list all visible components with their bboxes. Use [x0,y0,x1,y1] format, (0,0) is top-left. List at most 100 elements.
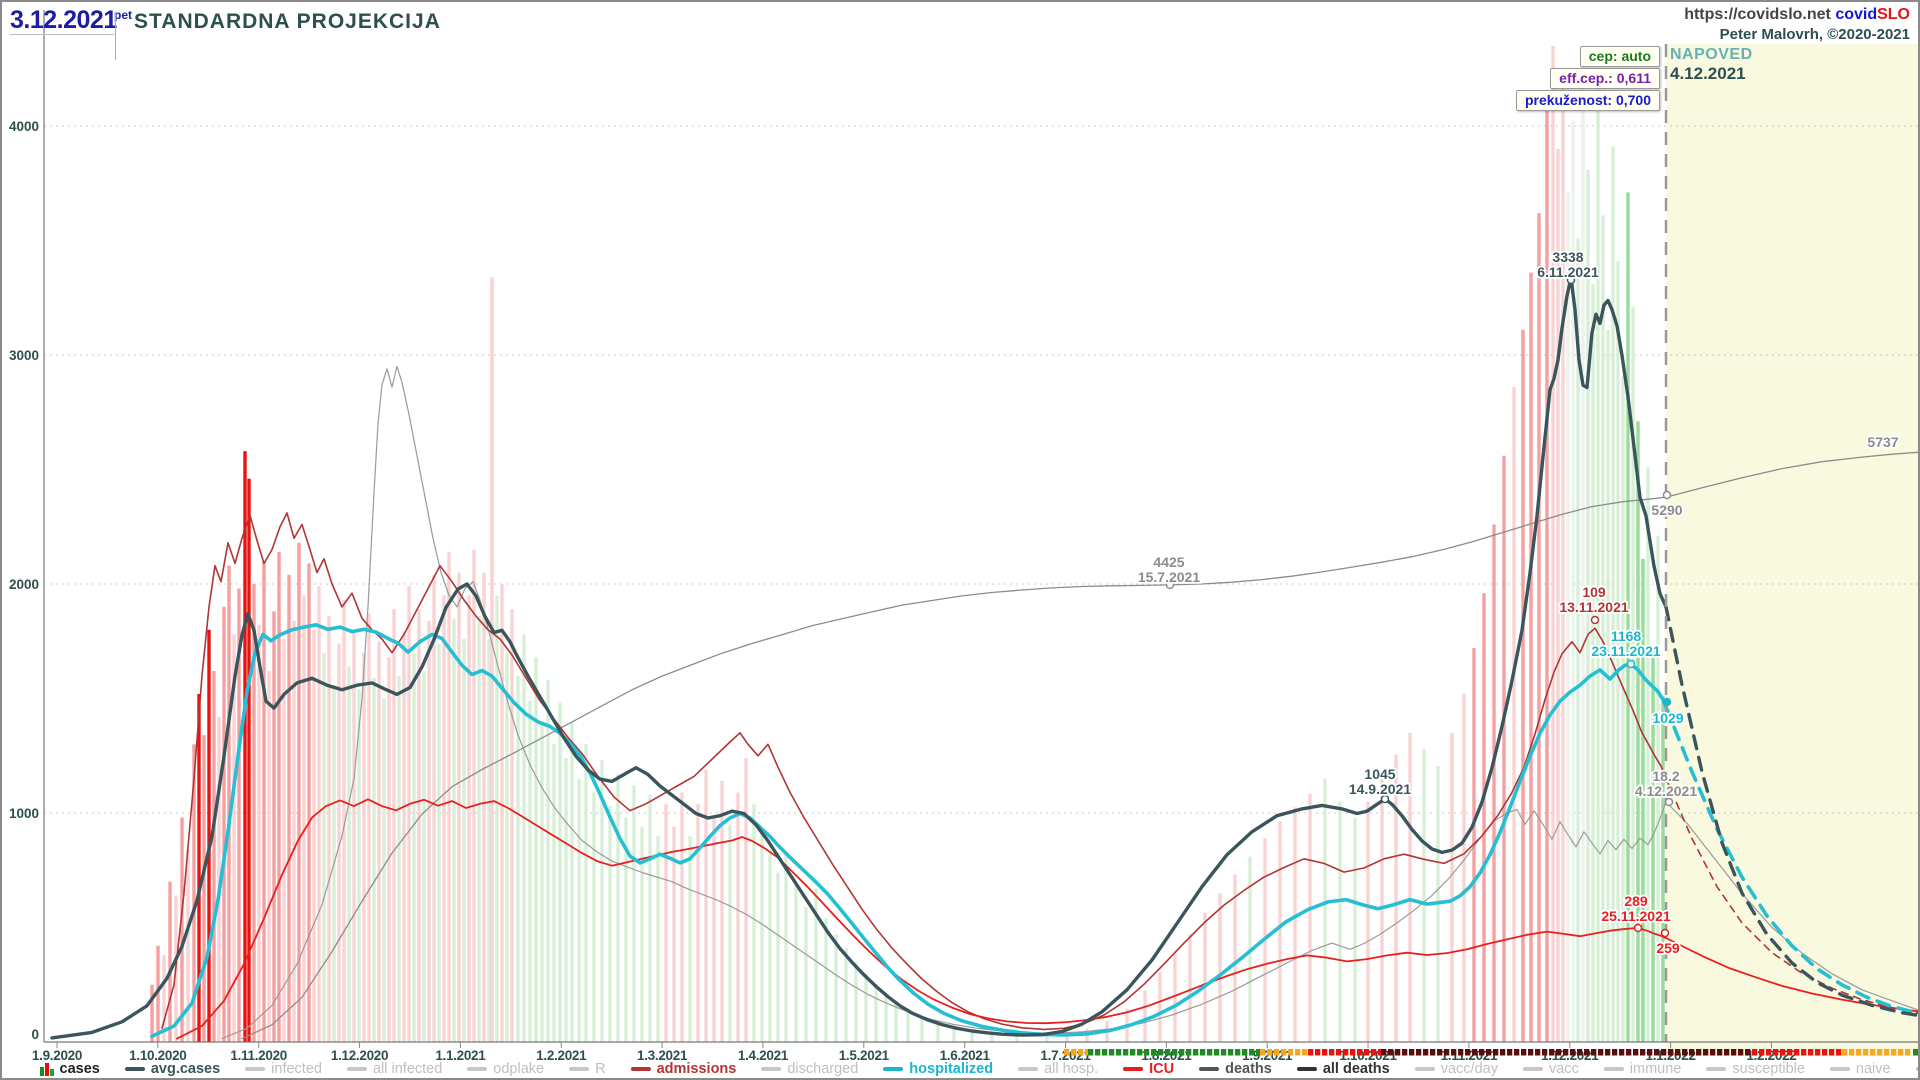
series-hospitalized [150,622,1668,1039]
measures-strip-segment [1549,1049,1555,1056]
cases-bar [1158,972,1162,1042]
annotation-marker [1633,923,1643,933]
cases-bar [452,618,456,1042]
x-tick-label: 1.12.2020 [331,1048,388,1063]
cases-bar [180,817,184,1042]
cases-bar [1188,934,1192,1042]
measures-strip-segment [1780,1049,1786,1056]
measures-strip-segment [1308,1049,1314,1056]
measures-strip-segment [1381,1049,1387,1056]
site-url[interactable]: https://covidslo.net [1684,6,1831,23]
legend-item-avg-cases[interactable]: avg.cases [124,1061,220,1077]
cases-bar [1143,990,1147,1042]
cases-bar [262,561,266,1042]
measures-strip-segment [1242,1049,1248,1056]
legend-item-label: immune [1629,1061,1682,1077]
author-copyright: Peter Malovrh, ©2020-2021 [1719,26,1910,43]
legend-item-admissions[interactable]: admissions [630,1061,736,1077]
legend-item-all-hosp-[interactable]: all hosp. [1018,1061,1098,1077]
measures-strip-segment [1144,1049,1150,1056]
annotation-label: 259 [1656,940,1680,956]
cases-bar [487,638,491,1042]
cases-bar [397,675,401,1042]
cases-bar [495,595,499,1042]
annotation-marker [1590,615,1600,625]
measures-strip-segment [1193,1049,1199,1056]
measures-strip-segment [1288,1049,1294,1056]
legend-item-odplake[interactable]: odplake [467,1061,544,1077]
y-tick-label: 1000 [9,806,39,821]
series-all-deaths [241,496,1668,1040]
measures-strip-segment [1500,1049,1506,1056]
param-prekuzenost[interactable]: prekuženost: 0,700 [1515,90,1660,111]
annotation-label: 1029 [1652,710,1683,726]
cases-bar [1581,57,1585,1043]
measures-strip-segment [1493,1049,1499,1056]
measures-strip-segment [1186,1049,1192,1056]
legend-item-discharged[interactable]: discharged [761,1061,858,1077]
param-eff-cep[interactable]: eff.cep.: 0,611 [1550,68,1660,89]
legend-item-cases[interactable]: cases [40,1061,100,1077]
legend-item-vacc-day[interactable]: vacc/day [1414,1061,1498,1077]
legend-item-nonnaive[interactable]: nonNaive [1915,1061,1918,1077]
measures-strip-segment [1633,1049,1639,1056]
measures-strip-segment [1598,1049,1604,1056]
cases-bar [1218,893,1222,1042]
cases-bar [1596,89,1600,1043]
cases-bar [1576,238,1580,1042]
cases-bar [784,851,788,1042]
measures-strip-segment [1808,1049,1814,1056]
legend-item-label: vacc/day [1440,1061,1498,1077]
cases-bar [292,620,296,1042]
cases-bar [337,643,341,1042]
site-link[interactable]: https://covidslo.net covidSLO [1684,6,1910,24]
cases-bar [322,652,326,1042]
legend-dash-icon [1199,1067,1220,1071]
cases-bar [736,792,740,1042]
legend-item-immune[interactable]: immune [1603,1061,1682,1077]
cases-bars-icon [40,1062,54,1076]
measures-strip-segment [1731,1049,1737,1056]
legend-item-r[interactable]: R [569,1061,606,1077]
annotation-marker [1660,928,1670,938]
legend-item-hospitalized[interactable]: hospitalized [883,1061,993,1077]
series-ICU [176,798,1667,1040]
cases-bar [1656,535,1660,1042]
cases-bar [186,849,190,1042]
measures-strip-segment [1158,1049,1164,1056]
cases-bar [920,1015,924,1042]
cases-bar [656,835,660,1042]
measures-strip-segment [1829,1049,1835,1056]
cases-bar [640,826,644,1042]
cases-bar [1065,1033,1069,1042]
legend-item-susceptible[interactable]: susceptible [1706,1061,1805,1077]
cases-bar [1203,912,1207,1042]
legend-item-label: infected [271,1061,322,1077]
cases-bar [528,700,532,1042]
measures-strip-segment [1130,1049,1136,1056]
cases-bar [884,992,888,1042]
legend-item-all-infected[interactable]: all infected [346,1061,442,1077]
cases-bar [814,888,818,1042]
measures-strip-segment [1378,1049,1384,1056]
cases-bar [302,595,306,1042]
cases-bar [387,657,391,1042]
legend-item-all-deaths[interactable]: all deaths [1296,1061,1390,1077]
brand-slo: SLO [1877,6,1910,23]
cases-bar [382,698,386,1042]
legend-item-infected[interactable]: infected [245,1061,322,1077]
x-tick-label: 1.4.2021 [738,1048,789,1063]
cases-bar [696,803,700,1042]
series-avg-cases-forecast [1664,605,1918,1018]
legend-item-vacc[interactable]: vacc [1522,1061,1579,1077]
legend-item-naive[interactable]: naive [1829,1061,1891,1077]
param-cep[interactable]: cep: auto [1579,46,1660,67]
cases-bar [584,744,588,1042]
measures-strip-segment [1766,1049,1772,1056]
cases-bar [1472,648,1476,1042]
legend-item-icu[interactable]: ICU [1123,1061,1174,1077]
legend-item-deaths[interactable]: deaths [1199,1061,1272,1077]
measures-strip-segment [1123,1049,1129,1056]
measures-strip-segment [1822,1049,1828,1056]
cases-bar [664,803,668,1042]
